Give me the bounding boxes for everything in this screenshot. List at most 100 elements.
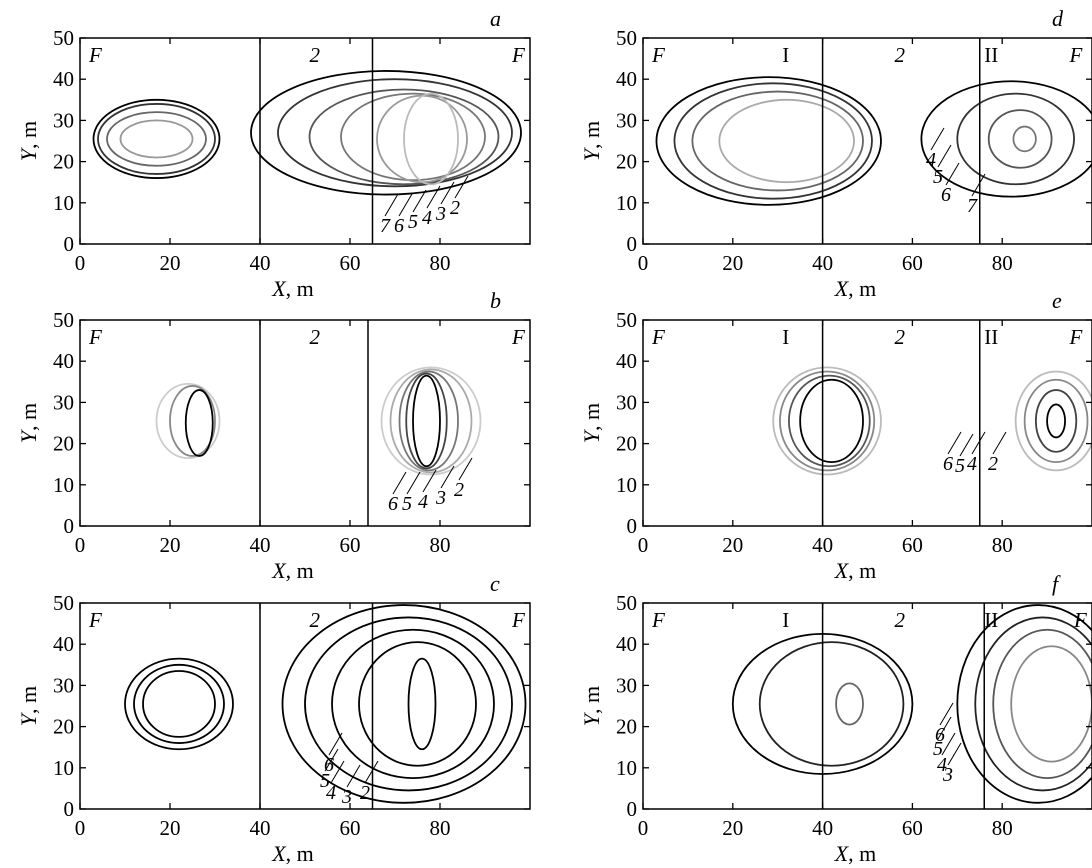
contour-line-5 bbox=[758, 641, 905, 767]
zone-label: F bbox=[511, 43, 525, 67]
contours bbox=[772, 366, 1092, 476]
zone-label: F bbox=[1069, 43, 1083, 67]
y-axis-title: Y, m bbox=[16, 121, 41, 161]
panel-letter: a bbox=[490, 6, 501, 31]
zone-label: 2 bbox=[310, 325, 321, 349]
contours bbox=[92, 70, 522, 196]
contours bbox=[124, 604, 527, 804]
contour-leader-line bbox=[458, 457, 473, 481]
y-tick-label: 50 bbox=[53, 308, 74, 332]
contour-line-4 bbox=[835, 682, 864, 726]
contour-leader-line bbox=[440, 181, 455, 205]
contour-number-label: 4 bbox=[967, 453, 977, 475]
x-tick-label: 20 bbox=[722, 251, 743, 275]
panel-letter: c bbox=[490, 571, 500, 596]
contour-leader-line bbox=[945, 162, 960, 186]
contour-line-3 bbox=[1010, 645, 1092, 763]
contour-leader-line bbox=[392, 471, 407, 495]
contour-line-2 bbox=[407, 657, 437, 751]
contour-line-4 bbox=[398, 370, 459, 472]
contour-leader-line bbox=[440, 465, 455, 489]
y-tick-label: 0 bbox=[627, 232, 638, 256]
contour-number-label: 6 bbox=[941, 184, 951, 206]
zone-label: I bbox=[782, 325, 789, 349]
y-tick-label: 30 bbox=[616, 108, 637, 132]
contour-line-3 bbox=[405, 372, 448, 470]
contour-number-label: 5 bbox=[402, 493, 412, 515]
y-tick-label: 0 bbox=[627, 514, 638, 538]
x-tick-label: 60 bbox=[902, 816, 923, 840]
contour-number-label: 5 bbox=[933, 738, 943, 760]
contour-line-4 bbox=[1034, 389, 1078, 453]
contour-leader-line bbox=[992, 431, 1007, 455]
contour-line-6 bbox=[124, 657, 234, 751]
contour-leader-line bbox=[412, 189, 427, 213]
contour-number-label: 5 bbox=[955, 455, 965, 477]
contour-line-6 bbox=[277, 78, 513, 188]
contour-leader-line bbox=[330, 760, 345, 784]
contour-number-label: 3 bbox=[435, 487, 446, 509]
x-tick-label: 80 bbox=[992, 251, 1013, 275]
contour-line-4 bbox=[992, 628, 1092, 779]
contour-number-label: 4 bbox=[326, 782, 336, 804]
y-tick-label: 30 bbox=[53, 108, 74, 132]
contour-line-2 bbox=[1046, 403, 1066, 439]
y-tick-label: 50 bbox=[53, 591, 74, 615]
contour-line-2 bbox=[412, 374, 441, 468]
x-tick-label: 20 bbox=[160, 251, 181, 275]
contour-line-7 bbox=[92, 98, 221, 179]
zone-label: F bbox=[88, 325, 102, 349]
y-tick-label: 20 bbox=[53, 432, 74, 456]
zone-label: F bbox=[88, 43, 102, 67]
y-tick-label: 0 bbox=[64, 514, 75, 538]
contour-number-label: 3 bbox=[942, 764, 953, 786]
contour-number-label: 5 bbox=[320, 770, 330, 792]
y-axis-title: Y, m bbox=[16, 403, 41, 443]
contour-number-label: 4 bbox=[937, 754, 947, 776]
y-tick-label: 40 bbox=[616, 67, 637, 91]
x-tick-label: 60 bbox=[340, 251, 361, 275]
contour-line-4 bbox=[788, 374, 871, 468]
contour-number-label: 6 bbox=[943, 453, 953, 475]
contour-number-label: 4 bbox=[926, 149, 936, 171]
y-tick-label: 50 bbox=[616, 308, 637, 332]
contours bbox=[155, 366, 482, 476]
contour-line-6 bbox=[772, 366, 882, 476]
zone-label: I bbox=[782, 43, 789, 67]
x-tick-label: 20 bbox=[722, 533, 743, 557]
y-tick-label: 40 bbox=[616, 349, 637, 373]
y-tick-label: 40 bbox=[53, 67, 74, 91]
y-axis-title: Y, m bbox=[579, 686, 604, 726]
contour-number-label: 6 bbox=[394, 215, 404, 237]
x-tick-label: 40 bbox=[812, 816, 833, 840]
y-tick-label: 20 bbox=[616, 715, 637, 739]
contour-line-5 bbox=[1023, 378, 1089, 464]
y-tick-label: 50 bbox=[53, 26, 74, 50]
zone-label: 2 bbox=[310, 608, 321, 632]
contour-line-6 bbox=[155, 382, 221, 459]
x-axis-title: X, m bbox=[271, 276, 314, 301]
contour-line-4 bbox=[718, 98, 855, 184]
contour-leader-line bbox=[324, 748, 339, 772]
zone-label: I bbox=[782, 608, 789, 632]
zone-label: 2 bbox=[310, 43, 321, 67]
contour-leader-line bbox=[364, 760, 379, 784]
contour-line-4 bbox=[142, 670, 216, 738]
y-tick-label: 0 bbox=[64, 232, 75, 256]
x-tick-label: 0 bbox=[75, 251, 86, 275]
contour-line-4 bbox=[169, 385, 216, 457]
contours bbox=[655, 76, 1092, 206]
contour-line-6 bbox=[1014, 370, 1092, 472]
zone-label: II bbox=[984, 608, 998, 632]
zone-label: F bbox=[88, 608, 102, 632]
zone-label: 2 bbox=[894, 608, 905, 632]
contour-leader-line bbox=[454, 175, 469, 199]
y-tick-label: 30 bbox=[53, 390, 74, 414]
contour-leader-line bbox=[971, 173, 986, 197]
x-axis-title: X, m bbox=[834, 558, 877, 583]
contour-line-5 bbox=[308, 88, 500, 186]
